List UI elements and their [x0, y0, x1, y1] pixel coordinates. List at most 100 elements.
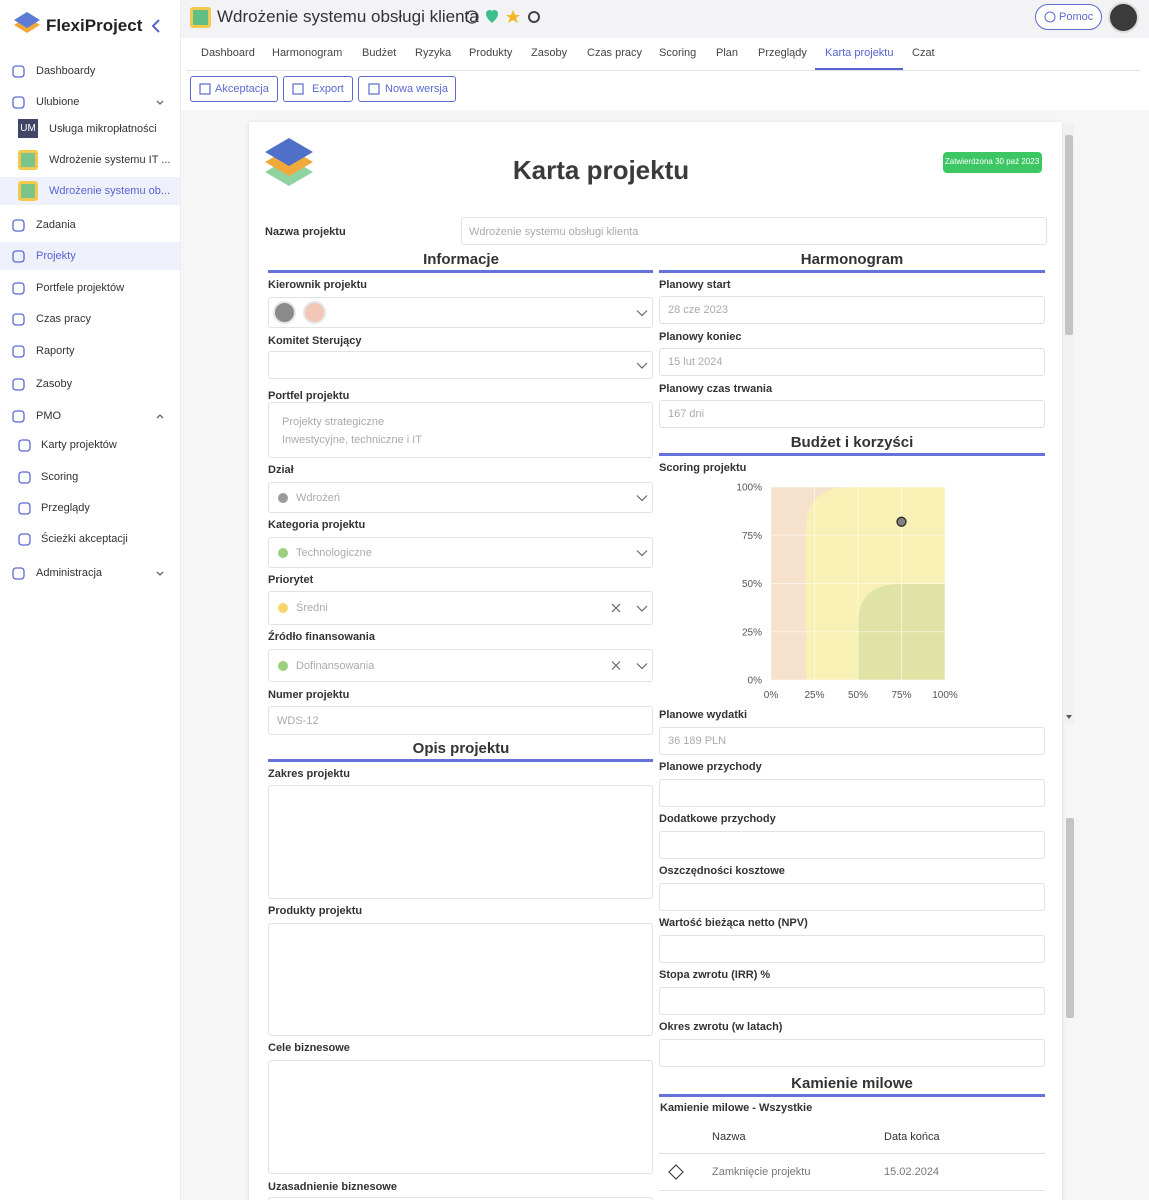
input[interactable] — [659, 348, 1045, 376]
status-dot — [278, 492, 288, 503]
input[interactable] — [268, 1197, 653, 1200]
project-icon — [190, 7, 211, 28]
input-value: Technologiczne — [296, 546, 372, 559]
tab[interactable]: Czat — [912, 47, 935, 59]
nav-item[interactable]: Zasoby — [36, 378, 73, 390]
scroll-track — [1063, 124, 1074, 724]
input[interactable] — [268, 482, 653, 513]
input[interactable] — [659, 727, 1045, 755]
field-label: Kierownik projektu — [268, 279, 368, 291]
tab[interactable]: Przeglądy — [758, 47, 807, 59]
nav-item[interactable]: Raporty — [36, 345, 75, 357]
field-label: Priorytet — [268, 574, 314, 586]
status-dot — [278, 603, 288, 613]
input[interactable] — [268, 923, 653, 1036]
nav-item[interactable]: PMO — [36, 410, 62, 422]
input[interactable] — [268, 297, 653, 328]
field-label: Planowy czas trwania — [659, 383, 773, 395]
nav-item[interactable]: Zadania — [36, 219, 76, 231]
section-underline — [268, 759, 653, 762]
field-label: Oszczędności kosztowe — [659, 865, 785, 877]
nav-item[interactable]: Dashboardy — [36, 65, 96, 77]
field-label: Planowe przychody — [659, 761, 762, 773]
status-badge — [943, 152, 1042, 173]
toolbar-label[interactable]: Akceptacja — [215, 83, 269, 95]
column-header: Nazwa — [712, 1131, 746, 1143]
active-row — [0, 242, 180, 270]
section-underline — [659, 1094, 1045, 1097]
nav-item[interactable]: Czas pracy — [36, 313, 92, 325]
tab[interactable]: Budżet — [362, 47, 397, 59]
nav-item[interactable]: Karty projektów — [41, 439, 117, 451]
section-title: Harmonogram — [800, 251, 904, 268]
tabs-line — [186, 70, 1140, 71]
scroll-thumb — [1065, 135, 1073, 335]
input[interactable] — [268, 1060, 653, 1174]
nav-item[interactable]: Projekty — [36, 250, 76, 262]
field-label: Dodatkowe przychody — [659, 813, 776, 825]
status-dot — [278, 660, 288, 671]
milestones-subtitle: Kamienie milowe - Wszystkie — [660, 1102, 813, 1114]
input[interactable] — [268, 649, 653, 682]
input[interactable] — [268, 402, 653, 458]
nav-item[interactable]: Przeglądy — [41, 502, 90, 514]
section-underline — [659, 453, 1045, 456]
tab[interactable]: Harmonogram — [272, 47, 343, 59]
input[interactable] — [659, 296, 1045, 324]
nav-item[interactable]: Portfele projektów — [36, 282, 125, 294]
input[interactable] — [268, 537, 653, 568]
toolbar-label[interactable]: Nowa wersja — [385, 83, 448, 95]
nav-item[interactable]: Wdrożenie systemu ob... — [49, 185, 171, 197]
input[interactable] — [659, 831, 1045, 859]
input[interactable] — [268, 591, 653, 625]
field-label: Komitet Sterujący — [268, 335, 362, 347]
input[interactable] — [268, 351, 653, 379]
tab[interactable]: Scoring — [659, 47, 697, 59]
field-label: Scoring projektu — [659, 462, 747, 474]
input[interactable] — [268, 706, 653, 735]
nav-item[interactable]: Ulubione — [36, 96, 80, 108]
tab[interactable]: Zasoby — [531, 47, 568, 59]
input[interactable] — [659, 883, 1045, 911]
input[interactable] — [659, 400, 1045, 428]
input[interactable] — [659, 935, 1045, 963]
input[interactable] — [659, 779, 1045, 807]
tab-indicator — [815, 68, 903, 70]
field-label: Zakres projektu — [268, 768, 350, 780]
tab[interactable]: Ryzyka — [415, 47, 452, 59]
nav-item[interactable]: Usługa mikropłatności — [49, 123, 157, 135]
status-dot — [278, 547, 288, 558]
tab[interactable]: Czas pracy — [587, 47, 643, 59]
nav-item[interactable]: Administracja — [36, 567, 103, 579]
field-label: Wartość bieżąca netto (NPV) — [659, 917, 808, 929]
nav-item[interactable]: Ścieżki akceptacji — [41, 533, 128, 545]
section-title: Opis projektu — [412, 740, 510, 757]
input-value: Projekty strategiczne — [282, 416, 385, 428]
input-value: 36 189 PLN — [668, 735, 727, 747]
field-label: Portfel projektu — [268, 390, 350, 402]
tab[interactable]: Plan — [716, 47, 739, 59]
input[interactable] — [659, 1039, 1045, 1067]
page-scroll-thumb — [1066, 818, 1074, 1018]
field-label: Produkty projektu — [268, 905, 363, 917]
status-label: Zatwierdzona 30 paź 2023 — [944, 157, 1040, 166]
avatar-badge: UM — [18, 119, 38, 138]
tab[interactable]: Karta projektu — [825, 47, 894, 59]
field-label: Planowy koniec — [659, 331, 742, 343]
input[interactable] — [659, 987, 1045, 1015]
input-value: Wdrożeń — [296, 491, 341, 504]
help-label[interactable]: Pomoc — [1059, 11, 1094, 23]
input[interactable] — [268, 785, 653, 899]
person-avatar — [273, 301, 296, 324]
nav-item[interactable]: Wdrożenie systemu IT ... — [49, 154, 171, 166]
brand: FlexiProject — [46, 16, 143, 35]
input — [461, 217, 1047, 245]
tab[interactable]: Produkty — [469, 47, 513, 59]
toolbar-label[interactable]: Export — [312, 83, 344, 95]
person-avatar — [303, 301, 326, 324]
nav-item[interactable]: Scoring — [41, 471, 79, 483]
tab[interactable]: Dashboard — [201, 47, 255, 59]
field-label: Cele biznesowe — [268, 1042, 350, 1054]
table-line — [659, 1190, 1045, 1191]
